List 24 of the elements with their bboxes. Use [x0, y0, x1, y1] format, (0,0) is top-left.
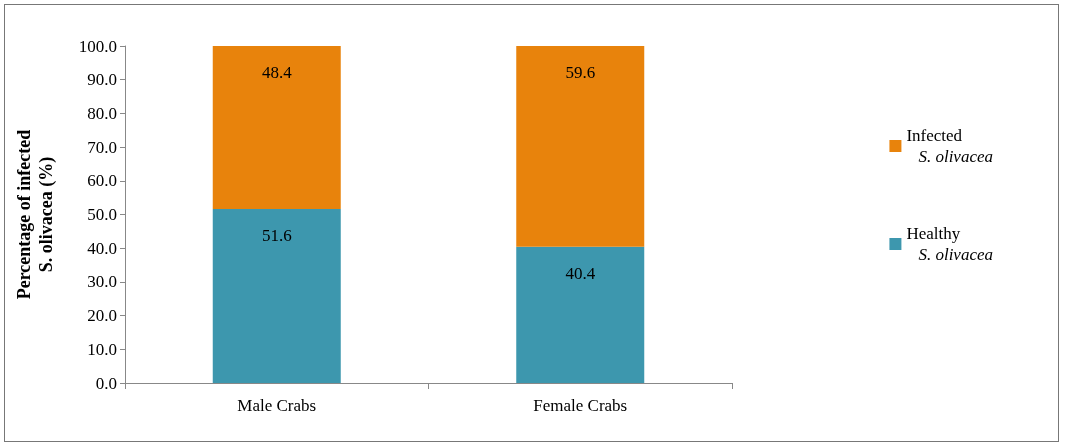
y-tick-label: 60.0	[87, 171, 117, 191]
legend-label: Healthy S. olivacea	[906, 224, 994, 264]
y-tick-label: 50.0	[87, 205, 117, 224]
y-tick-label: 70.0	[87, 137, 117, 157]
bar	[516, 46, 645, 247]
y-tick-label: 80.0	[87, 103, 117, 123]
bar	[516, 246, 645, 383]
y-tick-label: 30.0	[87, 272, 117, 292]
y-tick-label: 90.0	[87, 70, 117, 90]
bar	[212, 209, 341, 383]
data-label: 59.6	[565, 63, 596, 82]
y-axis-title: Percentage of infected S. olivacea (%)	[14, 129, 57, 300]
x-tick-label: Female Crabs	[533, 396, 628, 415]
legend-label: Infected S. olivacea	[906, 126, 994, 166]
data-label: 51.6	[261, 226, 292, 246]
y-tick-label: 40.0	[87, 238, 117, 258]
x-tick-label: Male Crabs	[237, 396, 317, 415]
data-label: 48.4	[261, 63, 293, 82]
bar	[212, 46, 341, 210]
y-tick-label: 100.0	[78, 36, 117, 56]
y-tick-label: 10.0	[87, 339, 117, 359]
y-tick-label: 0.0	[95, 373, 117, 393]
data-label: 40.4	[565, 263, 596, 283]
y-tick-label: 20.0	[87, 306, 117, 326]
